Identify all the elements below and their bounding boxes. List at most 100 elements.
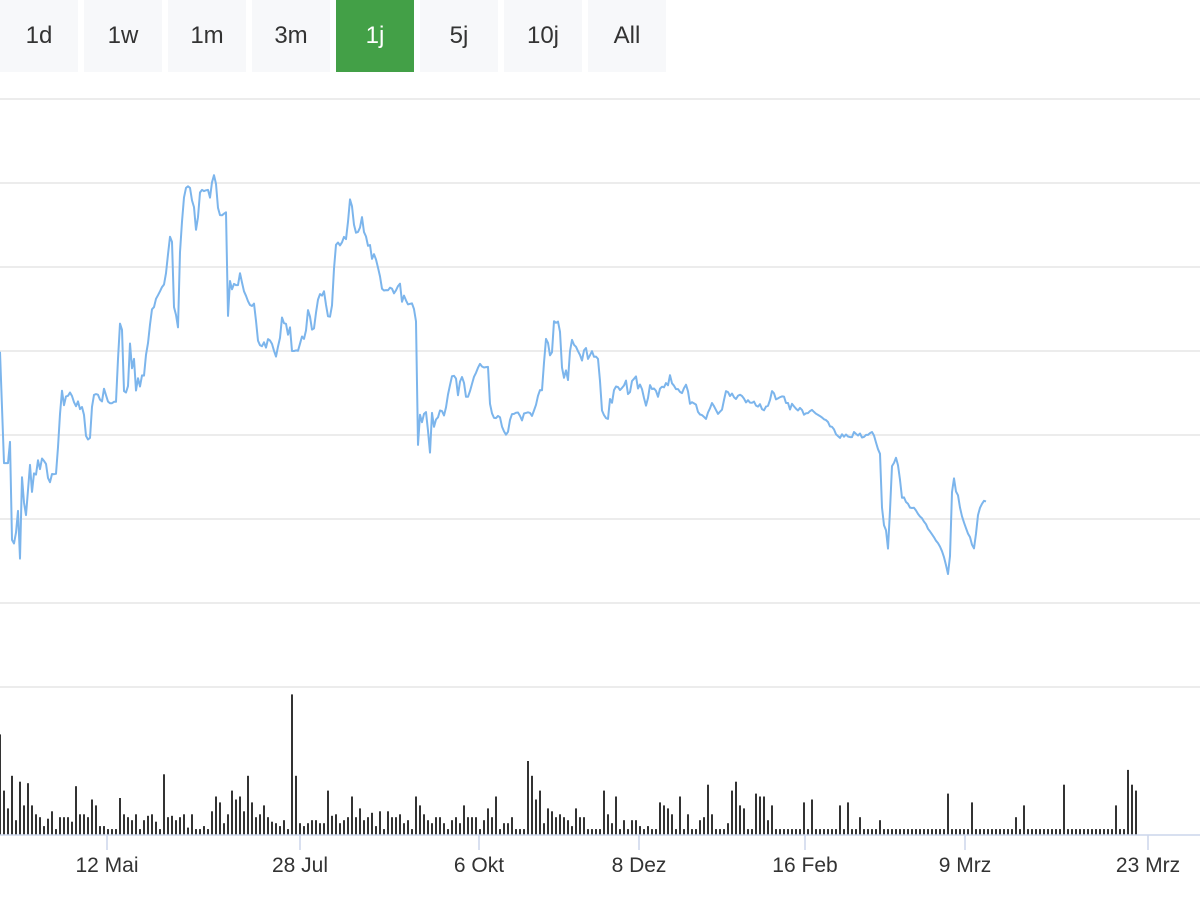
volume-bar bbox=[79, 814, 81, 835]
volume-bar bbox=[911, 829, 913, 835]
volume-bar bbox=[1019, 829, 1021, 835]
volume-bar bbox=[87, 817, 89, 835]
volume-bar bbox=[611, 823, 613, 835]
volume-bar bbox=[467, 817, 469, 835]
volume-bar bbox=[239, 796, 241, 835]
volume-bar bbox=[843, 829, 845, 835]
range-button-1d[interactable]: 1d bbox=[0, 0, 78, 72]
range-selector: 1d 1w 1m 3m 1j 5j 10j All bbox=[0, 0, 672, 72]
volume-bar bbox=[975, 829, 977, 835]
volume-bar bbox=[39, 817, 41, 835]
volume-bar bbox=[1023, 805, 1025, 835]
volume-bar bbox=[639, 826, 641, 835]
volume-bar bbox=[291, 694, 293, 835]
volume-bar bbox=[679, 796, 681, 835]
volume-bar bbox=[251, 802, 253, 835]
volume-bar bbox=[71, 821, 73, 835]
volume-bar bbox=[495, 796, 497, 835]
volume-bar bbox=[1055, 829, 1057, 835]
volume-bar bbox=[539, 790, 541, 835]
x-tick-label: 8 Dez bbox=[612, 854, 667, 877]
volume-bar bbox=[575, 808, 577, 835]
volume-bar bbox=[0, 734, 1, 835]
volume-bar bbox=[431, 823, 433, 835]
range-button-1m[interactable]: 1m bbox=[168, 0, 246, 72]
volume-bar bbox=[1027, 829, 1029, 835]
volume-bar bbox=[915, 829, 917, 835]
volume-bar bbox=[671, 814, 673, 835]
volume-bar bbox=[363, 820, 365, 835]
volume-bar bbox=[351, 796, 353, 835]
volume-bar bbox=[887, 829, 889, 835]
volume-bar bbox=[687, 814, 689, 835]
volume-bar bbox=[143, 820, 145, 835]
volume-bar bbox=[523, 829, 525, 835]
volume-bar bbox=[767, 820, 769, 835]
range-button-5j[interactable]: 5j bbox=[420, 0, 498, 72]
range-button-1j[interactable]: 1j bbox=[336, 0, 414, 72]
range-button-all[interactable]: All bbox=[588, 0, 666, 72]
volume-bar bbox=[231, 790, 233, 835]
volume-bar bbox=[311, 820, 313, 835]
x-tick-label: 12 Mai bbox=[75, 854, 138, 877]
volume-bar bbox=[359, 808, 361, 835]
volume-bar bbox=[199, 829, 201, 835]
volume-bar bbox=[367, 817, 369, 835]
volume-bar bbox=[803, 802, 805, 835]
volume-bar bbox=[67, 817, 69, 835]
volume-bar bbox=[379, 811, 381, 835]
volume-bar bbox=[403, 823, 405, 835]
volume-bar bbox=[135, 814, 137, 835]
volume-bar bbox=[283, 820, 285, 835]
volume-bar bbox=[1111, 829, 1113, 835]
volume-bar bbox=[179, 817, 181, 835]
volume-bar bbox=[723, 829, 725, 835]
volume-bar bbox=[331, 815, 333, 835]
volume-bar bbox=[303, 826, 305, 835]
volume-bar bbox=[187, 827, 189, 835]
volume-bar bbox=[131, 820, 133, 835]
volume-bar bbox=[783, 829, 785, 835]
volume-bar bbox=[439, 817, 441, 835]
volume-bar bbox=[183, 814, 185, 835]
volume-bar bbox=[347, 817, 349, 835]
x-axis-ticks bbox=[106, 835, 1149, 850]
volume-bar bbox=[871, 829, 873, 835]
volume-bar bbox=[487, 808, 489, 835]
range-button-3m[interactable]: 3m bbox=[252, 0, 330, 72]
volume-bar bbox=[851, 829, 853, 835]
volume-bar bbox=[203, 826, 205, 835]
volume-bar bbox=[327, 790, 329, 835]
volume-bar bbox=[731, 790, 733, 835]
volume-bar bbox=[427, 820, 429, 835]
volume-bar bbox=[243, 811, 245, 835]
volume-bar bbox=[751, 829, 753, 835]
range-button-10j[interactable]: 10j bbox=[504, 0, 582, 72]
volume-bar bbox=[63, 817, 65, 835]
volume-bar bbox=[735, 781, 737, 835]
volume-bar bbox=[491, 817, 493, 835]
volume-bar bbox=[91, 799, 93, 835]
volume-bar bbox=[1131, 784, 1133, 835]
range-button-1w[interactable]: 1w bbox=[84, 0, 162, 72]
volume-bar bbox=[695, 829, 697, 835]
volume-bar bbox=[835, 829, 837, 835]
volume-bar bbox=[123, 814, 125, 835]
volume-bar bbox=[827, 829, 829, 835]
volume-bar bbox=[631, 820, 633, 835]
volume-bar bbox=[859, 817, 861, 835]
volume-bar bbox=[791, 829, 793, 835]
volume-bar bbox=[759, 796, 761, 835]
volume-bar bbox=[719, 829, 721, 835]
volume-bar bbox=[1031, 829, 1033, 835]
volume-bar bbox=[543, 823, 545, 835]
volume-bar bbox=[315, 820, 317, 835]
volume-bar bbox=[927, 829, 929, 835]
volume-bar bbox=[675, 829, 677, 835]
volume-bar bbox=[771, 805, 773, 835]
volume-bar bbox=[463, 805, 465, 835]
volume-bar bbox=[503, 823, 505, 835]
volume-bar bbox=[119, 798, 121, 835]
volume-bar bbox=[663, 805, 665, 835]
volume-bar bbox=[1119, 829, 1121, 835]
